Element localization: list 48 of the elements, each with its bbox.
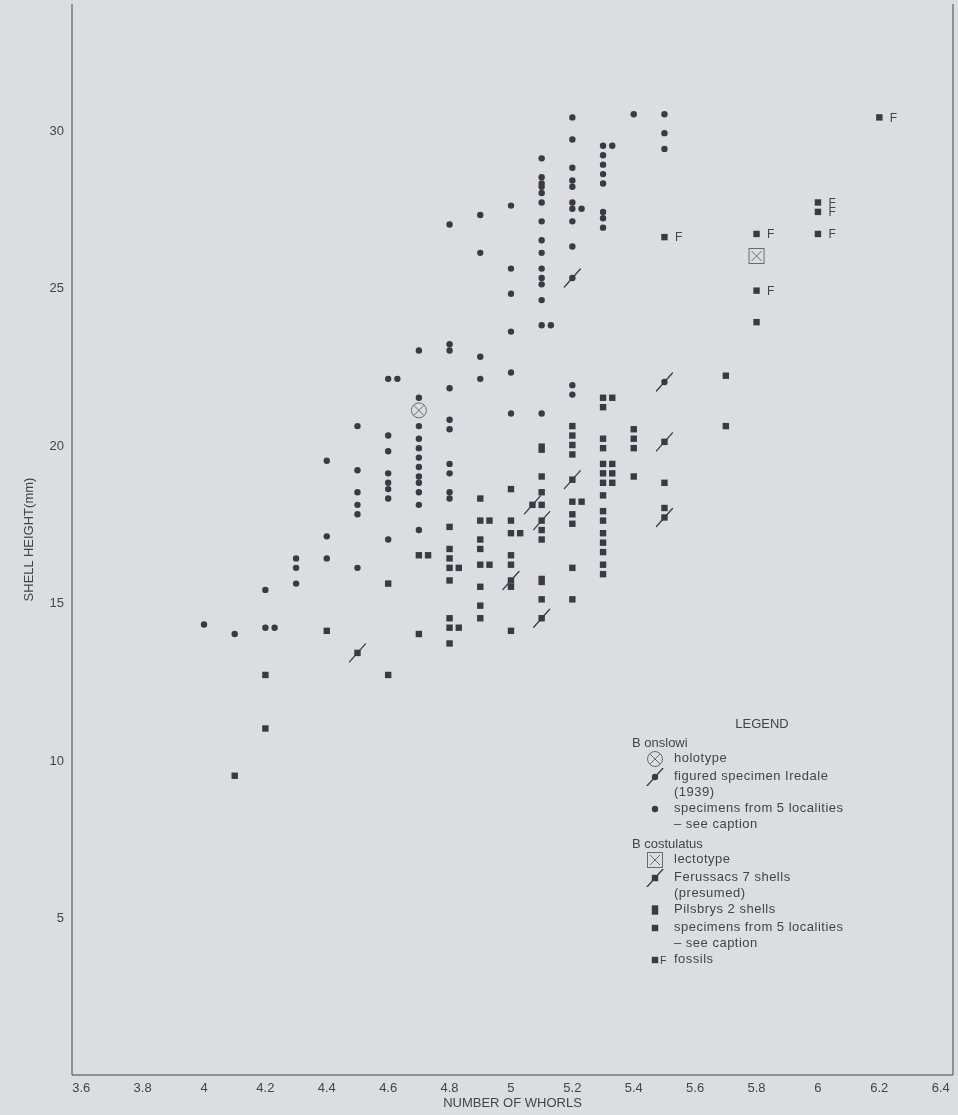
legend-label: fossils [674, 951, 714, 967]
y-tick-label: 10 [49, 752, 64, 768]
x-tick-label: 4.2 [256, 1080, 275, 1096]
data-label: F [889, 110, 898, 125]
x-tick-label: 5.4 [624, 1080, 643, 1096]
x-tick-label: 5.2 [563, 1080, 582, 1096]
legend-label: Ferussacs 7 shells (presumed) [674, 869, 792, 901]
legend-label: Pilsbrys 2 shells [674, 901, 776, 917]
legend-label: holotype [674, 750, 728, 766]
y-tick-label: 15 [49, 595, 64, 611]
x-tick-label: 4 [200, 1080, 208, 1096]
y-tick-label: 30 [49, 122, 64, 138]
y-tick-label: 25 [49, 280, 64, 296]
legend-label: figured specimen Iredale (1939) [674, 768, 830, 800]
y-tick-label: 5 [56, 910, 64, 926]
annotation: B costulatus [632, 836, 704, 851]
point [753, 230, 760, 238]
legend-label: specimens from 5 localities – see caption [674, 800, 845, 832]
x-tick-label: 5.8 [747, 1080, 766, 1096]
data-label: F [674, 230, 683, 245]
point [410, 402, 427, 419]
x-tick-label: 3.6 [72, 1080, 91, 1096]
data-label: F [767, 227, 775, 242]
legend-label: lectotype [674, 851, 731, 867]
y-tick-label: 20 [49, 437, 64, 453]
x-axis-title: NUMBER OF WHORLS [443, 1095, 583, 1110]
x-tick-label: 5.6 [686, 1080, 705, 1096]
x-tick-label: 6.4 [931, 1080, 950, 1096]
text: F [660, 954, 667, 966]
x-tick-label: 4.4 [317, 1080, 336, 1096]
x-tick-label: 4.8 [440, 1080, 459, 1096]
point [876, 114, 883, 121]
data-label: F [828, 227, 836, 242]
x-tick-label: 5 [507, 1080, 515, 1096]
data-label: F [828, 205, 836, 220]
y-axis-title: SHELL HEIGHT(mm) [20, 477, 36, 602]
point [661, 233, 668, 241]
x-tick-label: 6.2 [870, 1080, 889, 1096]
x-tick-label: 6 [814, 1080, 822, 1096]
point [748, 248, 765, 264]
data-label: F [767, 283, 775, 298]
annotation: B onslowi [632, 735, 689, 750]
x-tick-label: 4.6 [379, 1080, 398, 1096]
point [538, 443, 545, 453]
x-tick-label: 3.8 [133, 1080, 152, 1096]
point [753, 287, 760, 294]
point [814, 199, 822, 206]
legend-title: LEGEND [734, 716, 790, 731]
